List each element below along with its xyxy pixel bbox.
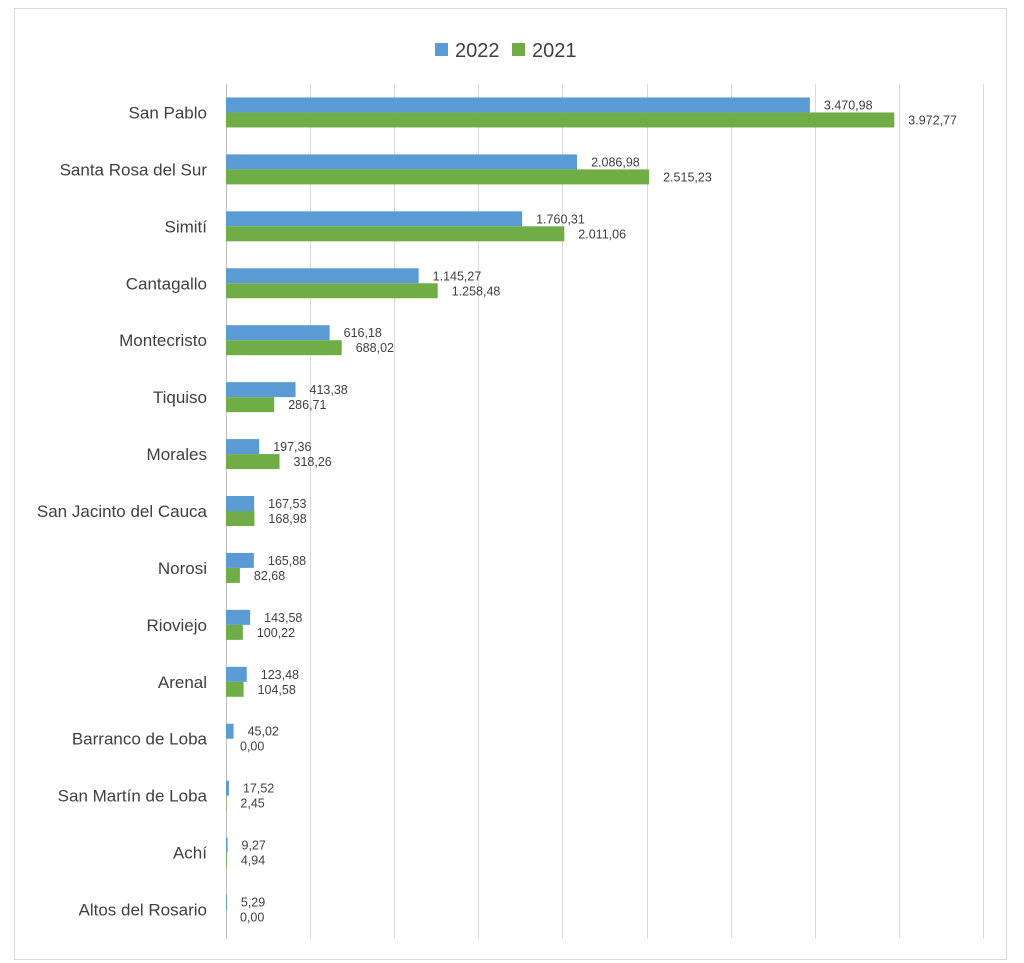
category-label-norosi: Norosi	[158, 559, 207, 578]
data-label-2021-tiquiso: 286,71	[288, 398, 326, 412]
bar-2021-san-jacinto-del-cauca	[226, 511, 255, 526]
data-label-2021-montecristo: 688,02	[356, 341, 394, 355]
bar-2022-simiti	[226, 211, 523, 227]
data-label-2021-santa-rosa-del-sur: 2.515,23	[663, 170, 712, 184]
bar-2022-barranco-de-loba	[226, 723, 234, 739]
category-label-simiti: Simití	[165, 217, 208, 236]
bar-2022-cantagallo	[226, 268, 419, 284]
legend-label-2022: 2022	[455, 40, 500, 62]
category-label-san-jacinto-del-cauca: San Jacinto del Cauca	[37, 502, 208, 521]
data-label-2021-rioviejo: 100,22	[257, 626, 295, 640]
data-label-2022-simiti: 1.760,31	[536, 212, 585, 226]
bar-2021-simiti	[226, 226, 565, 242]
category-label-san-martin-de-loba: San Martín de Loba	[58, 787, 208, 806]
bar-2021-achi	[226, 852, 227, 868]
category-label-achi: Achí	[173, 844, 207, 863]
data-label-2022-morales: 197,36	[273, 440, 311, 454]
bar-2021-san-pablo	[226, 112, 895, 128]
bar-2022-tiquiso	[226, 382, 296, 398]
category-label-altos-del-rosario: Altos del Rosario	[78, 901, 207, 920]
legend-swatch-2022	[435, 43, 448, 56]
bar-2021-norosi	[226, 567, 240, 583]
bar-2022-montecristo	[226, 325, 330, 341]
category-label-san-pablo: San Pablo	[129, 103, 207, 122]
data-label-2021-san-jacinto-del-cauca: 168,98	[268, 512, 306, 526]
data-label-2022-san-jacinto-del-cauca: 167,53	[268, 497, 306, 511]
data-label-2021-barranco-de-loba: 0,00	[240, 740, 264, 754]
bar-2021-arenal	[226, 681, 244, 697]
bar-2022-norosi	[226, 552, 254, 568]
category-label-santa-rosa-del-sur: Santa Rosa del Sur	[60, 160, 208, 179]
data-label-2022-norosi: 165,88	[268, 554, 306, 568]
category-label-barranco-de-loba: Barranco de Loba	[72, 730, 208, 749]
bar-2022-arenal	[226, 666, 247, 682]
data-label-2021-morales: 318,26	[294, 455, 332, 469]
bar-2022-san-pablo	[226, 97, 810, 113]
bars	[226, 97, 895, 910]
legend-swatch-2021	[512, 43, 525, 56]
data-label-2022-altos-del-rosario: 5,29	[241, 896, 265, 910]
data-label-2021-achi: 4,94	[241, 854, 265, 868]
bar-2022-san-martin-de-loba	[226, 780, 229, 796]
bar-2021-morales	[226, 454, 280, 470]
data-label-2021-norosi: 82,68	[254, 569, 285, 583]
data-label-2021-altos-del-rosario: 0,00	[240, 911, 264, 925]
bar-2022-achi	[226, 837, 228, 853]
data-label-2021-san-pablo: 3.972,77	[908, 113, 957, 127]
category-label-montecristo: Montecristo	[119, 331, 207, 350]
data-label-2022-santa-rosa-del-sur: 2.086,98	[591, 155, 640, 169]
category-label-rioviejo: Rioviejo	[147, 616, 207, 635]
data-label-2022-tiquiso: 413,38	[310, 383, 348, 397]
data-label-2022-cantagallo: 1.145,27	[433, 269, 482, 283]
data-label-2022-rioviejo: 143,58	[264, 611, 302, 625]
data-label-2021-simiti: 2.011,06	[578, 227, 626, 241]
bar-2022-morales	[226, 439, 260, 455]
category-label-cantagallo: Cantagallo	[126, 274, 207, 293]
data-label-2021-arenal: 104,58	[258, 683, 296, 697]
legend-label-2021: 2021	[532, 40, 577, 62]
data-label-2022-achi: 9,27	[242, 839, 266, 853]
bar-2021-santa-rosa-del-sur	[226, 169, 650, 185]
data-label-2022-san-martin-de-loba: 17,52	[243, 782, 274, 796]
data-label-2022-san-pablo: 3.470,98	[824, 98, 873, 112]
legend: 2022 2021	[435, 40, 577, 62]
bar-2022-san-jacinto-del-cauca	[226, 496, 255, 511]
bar-2022-altos-del-rosario	[226, 894, 227, 910]
bar-2021-tiquiso	[226, 397, 275, 413]
data-label-2022-barranco-de-loba: 45,02	[248, 725, 279, 739]
category-label-arenal: Arenal	[158, 673, 207, 692]
bar-2022-santa-rosa-del-sur	[226, 154, 578, 170]
data-label-2022-montecristo: 616,18	[344, 326, 382, 340]
data-label-2022-arenal: 123,48	[261, 668, 299, 682]
category-labels: San Pablo Santa Rosa del Sur Simití Cantaga…	[37, 103, 208, 919]
data-label-2021-cantagallo: 1.258,48	[452, 284, 501, 298]
data-label-2021-san-martin-de-loba: 2,45	[240, 797, 264, 811]
bar-2022-rioviejo	[226, 609, 251, 625]
bar-2021-montecristo	[226, 340, 342, 356]
bar-2021-rioviejo	[226, 624, 243, 640]
category-label-tiquiso: Tiquiso	[153, 388, 207, 407]
bar-2021-cantagallo	[226, 283, 438, 299]
category-label-morales: Morales	[147, 445, 207, 464]
data-labels: 3.470,98 3.972,77 2.086,98 2.515,23 1.760,31…	[240, 98, 957, 924]
